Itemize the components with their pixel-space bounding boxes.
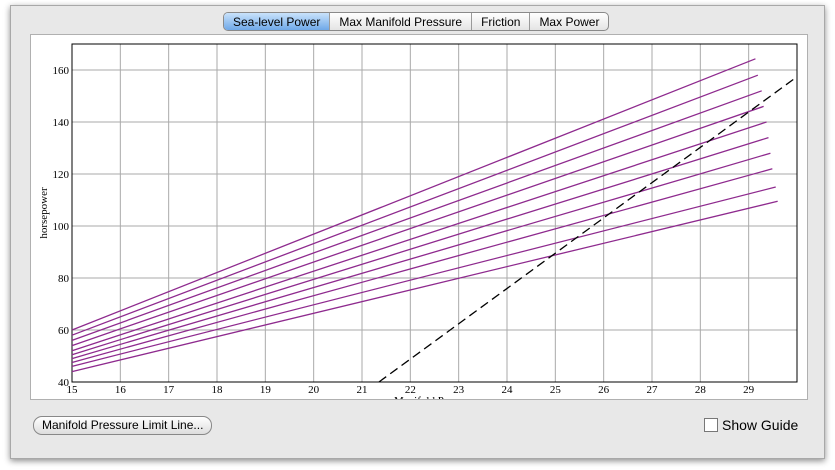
x-tick-label: 26 <box>598 384 610 396</box>
series-line <box>71 186 776 368</box>
checkbox-label[interactable]: Show Guide <box>722 417 799 433</box>
series-line <box>378 76 798 383</box>
y-tick-label: 80 <box>58 273 70 285</box>
tab[interactable]: Max Manifold Pressure <box>330 13 473 30</box>
series-line <box>71 90 762 342</box>
x-tick-label: 28 <box>695 384 707 396</box>
plot-frame <box>71 43 798 383</box>
tab-bar: Sea-level Power Max Manifold Pressure Fric… <box>223 12 610 31</box>
x-tick-label: 18 <box>212 384 224 396</box>
y-tick-label: 140 <box>53 117 70 129</box>
show-guide[interactable]: Show Guide <box>704 417 798 433</box>
x-tick-label: 25 <box>550 384 562 396</box>
y-axis-label: horsepower <box>38 187 50 239</box>
x-tick-label: 17 <box>163 384 175 396</box>
x-tick-label: 22 <box>405 384 416 396</box>
y-tick-label: 120 <box>53 169 70 181</box>
y-tick-label: 160 <box>53 65 70 77</box>
checkbox[interactable] <box>704 418 718 432</box>
x-tick-label: 24 <box>502 384 514 396</box>
window: Sea-level Power Max Manifold Pressure Fric… <box>10 5 825 459</box>
series-line <box>71 168 773 364</box>
series-line <box>71 74 759 336</box>
series-line <box>71 105 764 347</box>
x-tick-label: 27 <box>647 384 659 396</box>
y-tick-label: 40 <box>58 377 70 389</box>
series-line <box>71 136 769 356</box>
x-tick-label: 20 <box>308 384 320 396</box>
x-tick-label: 15 <box>67 384 79 396</box>
series-line <box>71 121 767 352</box>
x-tick-label: 19 <box>260 384 272 396</box>
x-tick-label: 23 <box>453 384 465 396</box>
y-tick-label: 60 <box>58 325 70 337</box>
series-line <box>71 200 778 373</box>
x-axis-label: Manifold Pressure <box>394 395 475 399</box>
chart-panel: 15 16 17 18 19 20 21 22 23 24 25 26 27 28 29 40 60 80 100 1… <box>30 34 808 407</box>
y-tick-label: 100 <box>53 221 70 233</box>
tab[interactable]: Max Power <box>539 15 600 29</box>
x-tick-label: 16 <box>115 384 127 396</box>
chart: 15 16 17 18 19 20 21 22 23 24 25 26 27 28 29 40 60 80 100 1… <box>38 43 798 407</box>
x-tick-label: 21 <box>357 384 368 396</box>
series-line <box>71 58 756 331</box>
tab[interactable]: Sea-level Power <box>224 13 331 30</box>
series-line <box>71 152 771 360</box>
tab[interactable]: Friction <box>472 13 531 30</box>
x-tick-label: 29 <box>743 384 755 396</box>
limit-line-button[interactable]: Manifold Pressure Limit Line... <box>33 416 213 435</box>
